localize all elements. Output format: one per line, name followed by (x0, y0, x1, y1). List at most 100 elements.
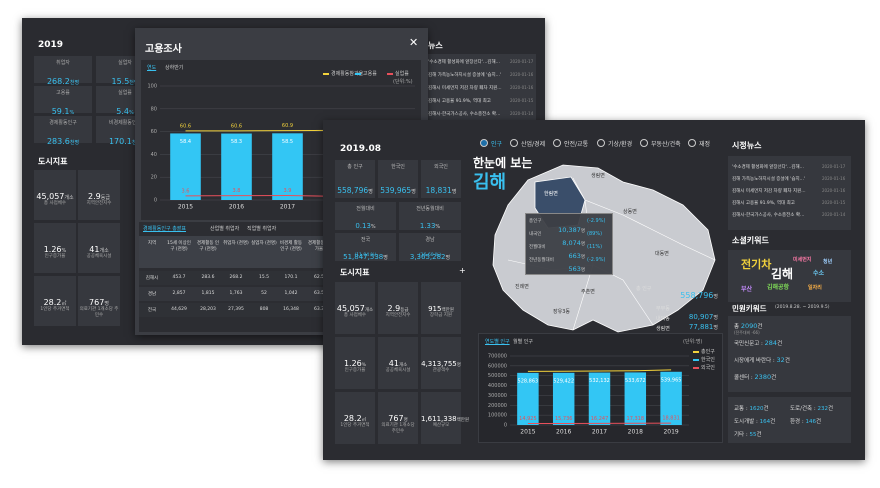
field-row: 도시개발 : 164건 (734, 417, 775, 425)
y-tick-label: 20 (151, 175, 157, 181)
tab[interactable]: 연도별 인구 (485, 339, 510, 345)
stat-value-unit: 천명 (69, 80, 80, 86)
tab[interactable]: 연도 (147, 65, 157, 71)
indicator-label: 인구증가율 (44, 254, 66, 259)
news-item[interactable]: 김해시-한국가스공사, 수소충전소 확... (428, 112, 501, 117)
nav-item[interactable]: 기상/환경 (608, 141, 633, 148)
value-label: 532,132 (589, 378, 610, 384)
nav-item[interactable]: 부동산/건축 (651, 141, 681, 148)
tab[interactable]: 월별 인구 (513, 339, 533, 345)
stat-box (421, 160, 461, 198)
nav-item[interactable]: 안전/교통 (564, 141, 589, 148)
keyword[interactable]: 미세먼지 (793, 257, 812, 263)
section-title: 도시지표 (38, 157, 68, 166)
news-item[interactable]: '수소경제 활성화에 앞장선다'...김해... (428, 60, 500, 65)
indicator-label: 의료기관 1개소당 주민수 (381, 423, 415, 434)
nav-item[interactable]: 인구 (491, 141, 503, 148)
stat-value-value: 51,847,538 (343, 253, 384, 261)
news-item[interactable]: 김해 가족농노하지시설 증설에 '습지...' (428, 73, 502, 78)
table-tab[interactable]: 산업별 취업자 (210, 226, 240, 232)
legend-swatch (693, 359, 699, 361)
indicator-value: 767명 (378, 406, 418, 425)
table-header-cell: 실업자 (천명) (251, 241, 277, 246)
indicator-value-value: 1.26 (43, 245, 62, 254)
complaint-label: 시장에게 바란다 : (734, 358, 775, 364)
indicator-value-unit: 등급 (100, 195, 110, 201)
line-series (527, 369, 672, 372)
keyword[interactable]: 수소 (813, 270, 825, 277)
nav-item[interactable]: 재정 (699, 141, 711, 148)
summary-value-value: 558,796 (680, 291, 714, 300)
table-cell: 283.6 (201, 275, 215, 280)
indicator-value-unit: 개소 (99, 248, 109, 254)
indicator-box (34, 170, 76, 220)
front-window: 2019.08 인구 산업/경제 안전/교통 기상/환경 부동산/건축 재정 한눈에 보는 김해… (323, 120, 865, 460)
indicator-value: 2.9등급 (378, 296, 418, 315)
indicator-value: 41개소 (378, 351, 418, 370)
tab[interactable]: 상하반기 (165, 65, 184, 71)
indicator-box (78, 276, 120, 326)
keyword[interactable]: 김해 (771, 267, 794, 281)
news-item[interactable]: 김해시 고용율 91.9%, 역대 최고 (428, 99, 491, 104)
keyword[interactable]: 일자리 (808, 285, 822, 291)
stat-value-unit: % (370, 224, 376, 230)
keyword[interactable]: 부산 (741, 286, 753, 293)
close-button[interactable]: ✕ (409, 36, 419, 49)
news-item[interactable]: 김해시 미세먼지 저감 차량 폐차 지원... (732, 189, 806, 194)
y-tick-label: 100000 (488, 413, 507, 419)
value-label: 60.6 (231, 123, 242, 129)
indicator-label: 장학금 지원 (429, 313, 453, 318)
stat-value: 5.4% (96, 99, 154, 118)
keyword[interactable]: 김해공항 (767, 284, 790, 291)
table-tab[interactable]: 직업별 취업자 (247, 226, 277, 232)
table-cell: 1,815 (201, 291, 215, 296)
news-date: 2020-01-14 (510, 111, 534, 116)
complaint-value: 284 (764, 339, 778, 347)
more-button[interactable]: + (459, 266, 466, 275)
indicator-value: 28.2㎡ (34, 290, 76, 309)
keyword[interactable]: 전기차 (741, 258, 772, 271)
indicator-value-unit: ㎡ (361, 418, 367, 423)
summary-value-unit: 명 (713, 325, 718, 331)
indicator-box (421, 282, 461, 334)
news-item[interactable]: 김해시-한국가스공사, 수소충전소 확... (732, 213, 805, 218)
indicator-value: 1.26% (34, 237, 76, 256)
news-item[interactable]: '수소경제 활성화에 앞장선다'...김해... (732, 165, 804, 170)
news-item[interactable]: 김해시 고용율 91.9%, 역대 최고 (732, 201, 795, 206)
stat-label: 경남 (425, 237, 435, 243)
field-value: 55 (749, 432, 757, 438)
news-date: 2020-01-17 (510, 59, 534, 64)
stat-label: 한국인 (391, 164, 405, 170)
tooltip-value-value: 8,074 (562, 239, 581, 247)
table-header-cell: 경제활동 인구 (천명) (196, 241, 220, 252)
table-cell: 170.1 (284, 275, 298, 280)
indicator-label: 예산규모 (432, 423, 450, 428)
table-header-cell: 비경제 활동인구 (천명) (279, 241, 303, 252)
field-value: 1620 (749, 406, 764, 412)
table-cell: 63.3 (313, 307, 325, 312)
field-label: 교통 : (734, 406, 748, 412)
stat-value: 1.33% (399, 213, 461, 232)
indicator-value-value: 4,313,755 (421, 360, 457, 368)
field-label: 도로/건축 : (790, 406, 816, 412)
y-tick-label: 0 (154, 198, 157, 204)
table-tab[interactable]: 경제활동인구 총괄표 (143, 226, 186, 232)
x-tick-label: 2017 (592, 429, 607, 436)
news-item[interactable]: 김해 가족농노하지시설 증설에 '습지...' (732, 177, 806, 182)
news-date: 2020-01-16 (510, 72, 534, 77)
stat-value-unit: 명 (445, 255, 451, 261)
complaint-label: 콜센터 : (734, 375, 753, 381)
stat-value: 0.13% (335, 213, 396, 232)
indicator-value-value: 767 (388, 414, 404, 423)
field-label: 환경 : (790, 419, 804, 425)
indicator-box (335, 282, 375, 334)
bar (660, 371, 682, 425)
nav-item[interactable]: 산업/경제 (521, 141, 546, 148)
indicator-value: 915백만원 (421, 296, 461, 315)
tooltip-label: 내국인 (529, 232, 542, 237)
news-item[interactable]: 김해시 미세먼지 저감 차량 폐차 지원... (428, 86, 502, 91)
social-title: 소셜키워드 (732, 236, 769, 245)
bar (517, 372, 539, 425)
keyword[interactable]: 청년 (823, 259, 833, 265)
year: 2019 (38, 40, 64, 50)
